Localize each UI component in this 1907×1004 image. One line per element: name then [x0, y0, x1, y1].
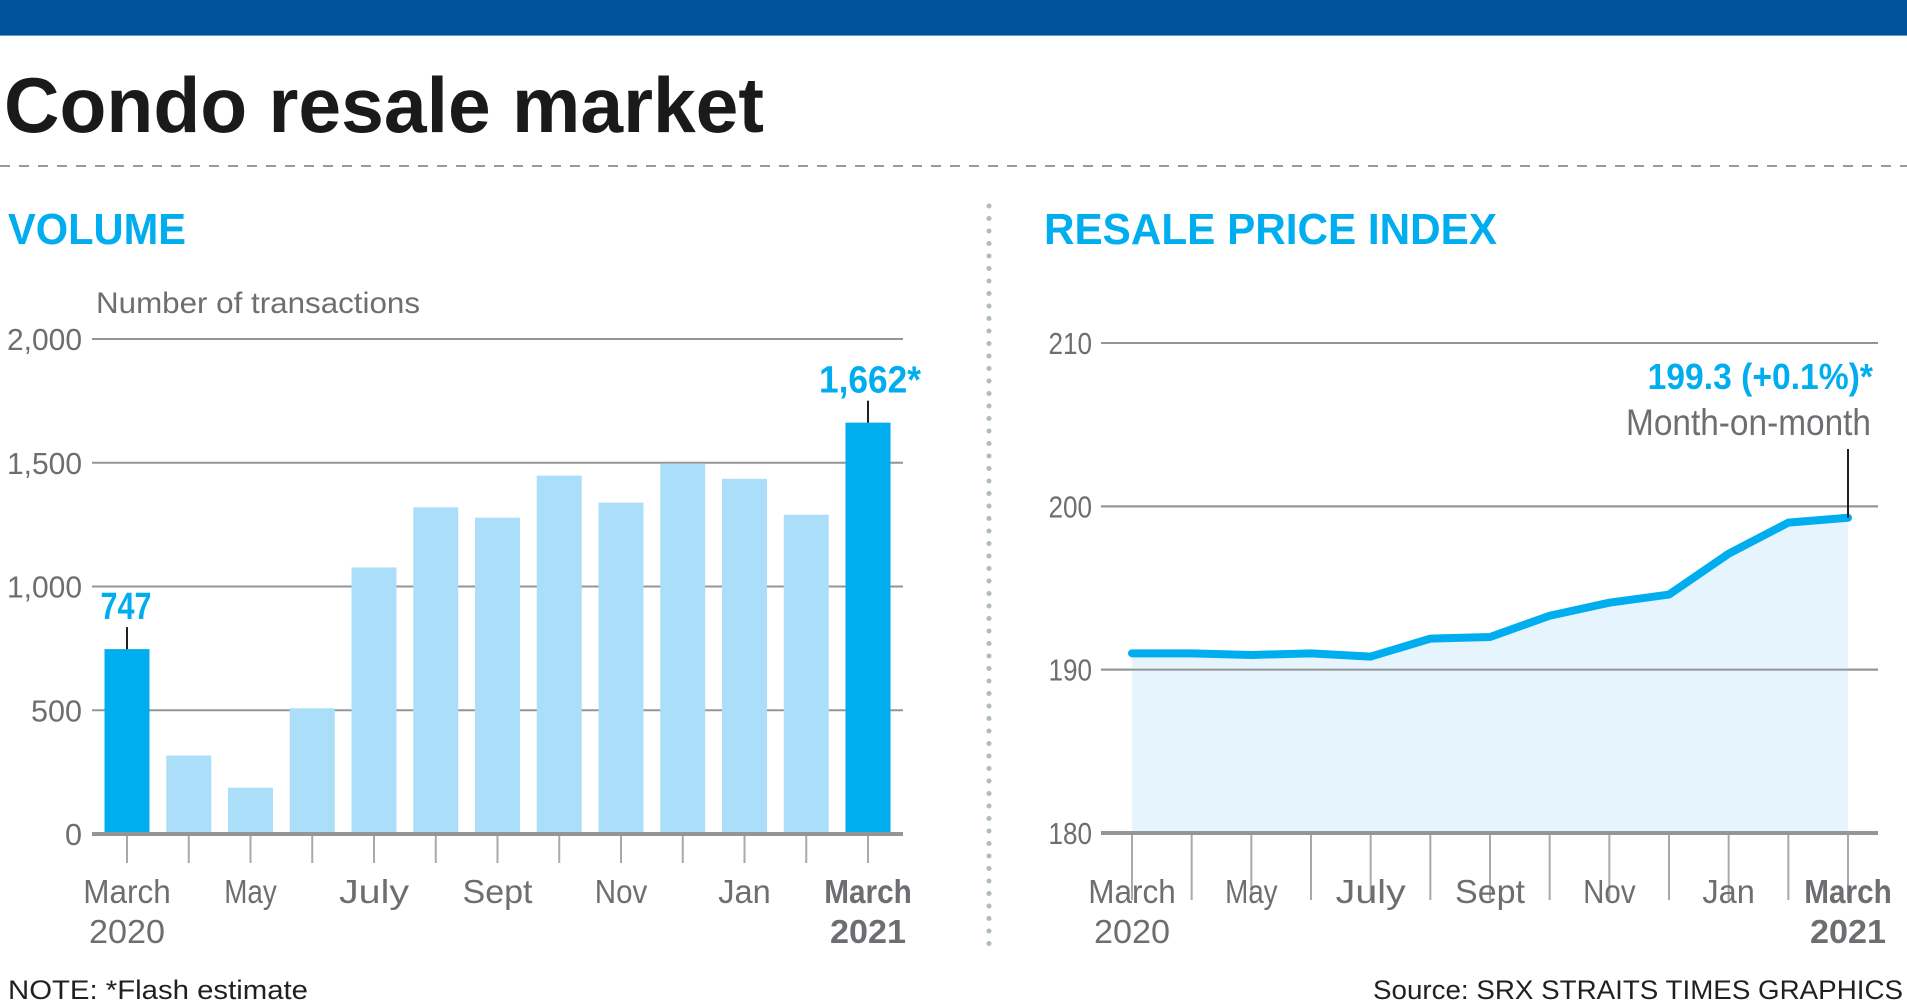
volume-chart: VOLUME Number of transactions 0 500 1,000 1… [7, 205, 921, 950]
price-index-annotation-subtext: Month-on-month [1626, 402, 1871, 443]
volume-title: VOLUME [8, 205, 186, 254]
volume-bar [783, 514, 829, 832]
volume-bar [289, 708, 335, 832]
volume-y-tick-label: 0 [65, 817, 82, 852]
price-index-x-label: May [1225, 873, 1278, 910]
volume-y-axis-label: Number of transactions [96, 287, 420, 320]
volume-y-tick-label: 1,000 [7, 570, 82, 605]
volume-annotation: 1,662* [819, 360, 921, 402]
price-index-x-label: Nov [1583, 873, 1636, 910]
price-index-title: RESALE PRICE INDEX [1044, 205, 1497, 254]
price-index-x-label: Jan [1702, 873, 1755, 910]
volume-x-label: July [339, 873, 410, 910]
volume-bar [166, 755, 212, 832]
volume-x-label: Nov [595, 873, 648, 910]
volume-bar [351, 567, 397, 832]
volume-y-tick-label: 2,000 [7, 322, 82, 357]
price-index-x-label: July [1336, 873, 1407, 910]
top-banner [0, 0, 1907, 36]
price-index-x-label: Sept [1455, 873, 1525, 910]
price-index-x-label: March [1088, 873, 1176, 910]
volume-y-tick-label: 500 [31, 693, 82, 728]
price-index-y-tick-label: 180 [1049, 816, 1093, 851]
volume-x-label: May [224, 873, 277, 910]
volume-bar [413, 507, 459, 832]
volume-x-label: Jan [718, 873, 771, 910]
volume-bar [598, 502, 644, 832]
volume-bar [660, 463, 706, 832]
volume-x-label: March [824, 873, 912, 910]
page-title: Condo resale market [4, 61, 764, 149]
price-index-annotation: 199.3 (+0.1%)* [1648, 356, 1873, 397]
volume-annotation: 747 [101, 586, 152, 628]
volume-bar [104, 649, 150, 832]
volume-bar [228, 787, 273, 832]
price-index-y-tick-label: 190 [1049, 653, 1093, 688]
price-index-x-label-year: 2021 [1810, 913, 1886, 950]
source-credit: Source: SRX STRAITS TIMES GRAPHICS [1373, 975, 1903, 1004]
volume-y-tick-label: 1,500 [7, 446, 82, 481]
price-index-x-label-year: 2020 [1094, 913, 1170, 950]
volume-bar [845, 422, 891, 832]
volume-x-label: March [83, 873, 171, 910]
volume-x-label-year: 2021 [830, 913, 906, 950]
volume-x-label-year: 2020 [89, 913, 165, 950]
price-index-y-tick-label: 210 [1049, 326, 1093, 361]
volume-bar [475, 517, 520, 832]
volume-x-label: Sept [463, 873, 533, 910]
price-index-area [1132, 517, 1848, 831]
footnote: NOTE: *Flash estimate [8, 975, 308, 1004]
price-index-y-tick-label: 200 [1049, 489, 1093, 524]
price-index-x-label: March [1804, 873, 1892, 910]
volume-bar [536, 475, 582, 832]
volume-bar [722, 478, 767, 832]
